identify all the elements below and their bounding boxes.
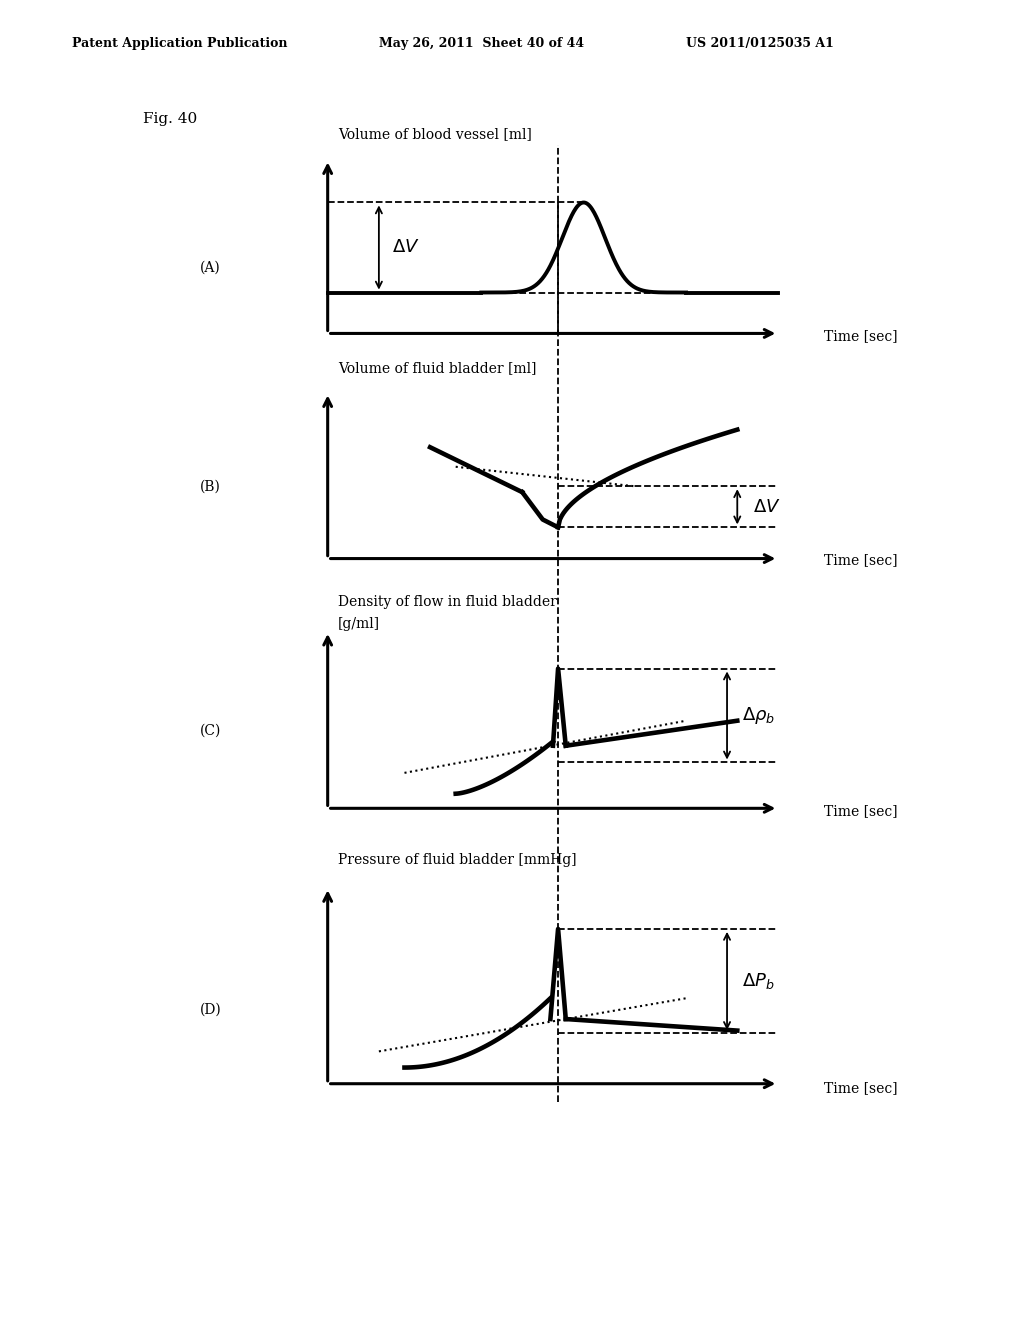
Text: $\Delta\rho_b$: $\Delta\rho_b$	[742, 705, 775, 726]
Text: [g/ml]: [g/ml]	[338, 616, 380, 631]
Text: Time [sec]: Time [sec]	[824, 553, 898, 568]
Text: Volume of blood vessel [ml]: Volume of blood vessel [ml]	[338, 127, 531, 141]
Text: (A): (A)	[200, 261, 220, 275]
Text: Density of flow in fluid bladder: Density of flow in fluid bladder	[338, 594, 557, 609]
Text: $\Delta V$: $\Delta V$	[753, 498, 780, 516]
Text: US 2011/0125035 A1: US 2011/0125035 A1	[686, 37, 834, 50]
Text: $\Delta V$: $\Delta V$	[391, 239, 420, 256]
Text: Volume of fluid bladder [ml]: Volume of fluid bladder [ml]	[338, 360, 537, 375]
Text: (D): (D)	[200, 1003, 221, 1016]
Text: Time [sec]: Time [sec]	[824, 804, 898, 818]
Text: (C): (C)	[200, 725, 221, 738]
Text: Pressure of fluid bladder [mmHg]: Pressure of fluid bladder [mmHg]	[338, 853, 577, 867]
Text: (B): (B)	[200, 479, 220, 494]
Text: Time [sec]: Time [sec]	[824, 329, 898, 343]
Text: $\Delta P_b$: $\Delta P_b$	[742, 972, 775, 991]
Text: May 26, 2011  Sheet 40 of 44: May 26, 2011 Sheet 40 of 44	[379, 37, 584, 50]
Text: Fig. 40: Fig. 40	[143, 112, 198, 127]
Text: Patent Application Publication: Patent Application Publication	[72, 37, 287, 50]
Text: Time [sec]: Time [sec]	[824, 1081, 898, 1096]
